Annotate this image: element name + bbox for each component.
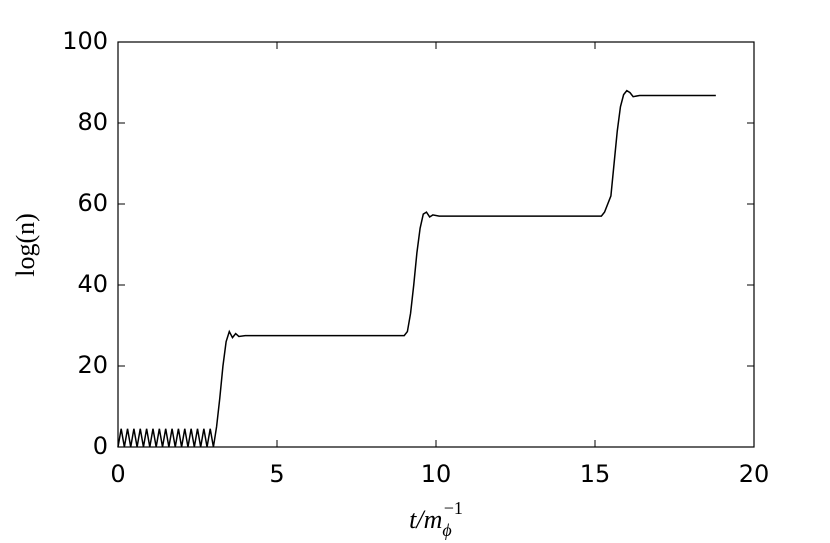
x-tick-label: 5 xyxy=(269,460,284,488)
x-label-base: t/m xyxy=(409,505,442,534)
y-axis-label: log(n) xyxy=(11,213,40,277)
x-label-sub: ϕ xyxy=(442,520,451,540)
y-tick-label: 20 xyxy=(77,351,108,379)
y-tick-label: 40 xyxy=(77,270,108,298)
x-label-sup: −1 xyxy=(444,498,463,518)
y-tick-label: 0 xyxy=(93,432,108,460)
y-tick-label: 60 xyxy=(77,189,108,217)
plot-frame xyxy=(117,41,755,448)
x-tick-label: 15 xyxy=(580,460,611,488)
x-axis-label: t/mϕ−1 xyxy=(409,498,463,540)
x-tick-label: 10 xyxy=(421,460,452,488)
x-tick-label: 0 xyxy=(110,460,125,488)
y-tick-label: 100 xyxy=(62,27,108,55)
x-tick-label: 20 xyxy=(739,460,770,488)
y-tick-label: 80 xyxy=(77,108,108,136)
data-line xyxy=(117,89,716,448)
